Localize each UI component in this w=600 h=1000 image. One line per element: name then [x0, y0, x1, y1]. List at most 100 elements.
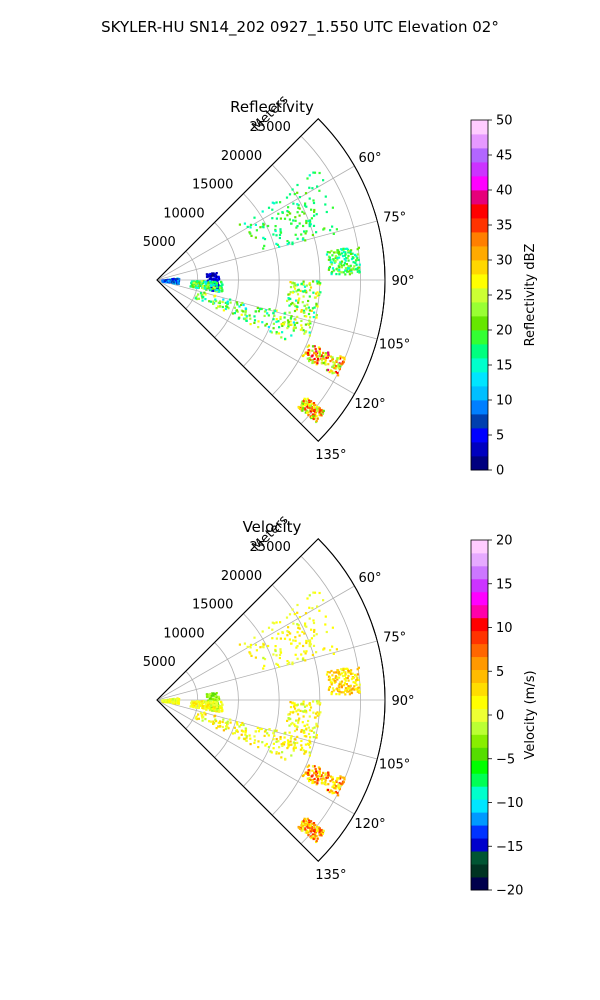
echo-gate: [296, 211, 299, 214]
echo-gate: [297, 288, 300, 291]
echo-gate: [272, 742, 275, 745]
echo-gate: [324, 773, 327, 776]
echo-gate: [324, 772, 328, 775]
echo-gate: [194, 284, 197, 287]
echo-gate: [215, 272, 218, 275]
echo-gate: [271, 201, 274, 204]
echo-gate: [332, 258, 335, 261]
echo-gate: [324, 359, 327, 362]
angle-tick-label: 135°: [315, 448, 346, 463]
echo-gate: [319, 702, 322, 705]
echo-gate: [305, 219, 308, 222]
echo-gate: [348, 687, 351, 690]
echo-gate: [289, 316, 293, 319]
echo-gate: [205, 281, 208, 284]
echo-gate: [214, 718, 217, 721]
echo-gate: [304, 289, 307, 292]
echo-gate: [266, 312, 269, 315]
echo-gate: [200, 280, 203, 283]
colorbar-segment: [471, 456, 488, 471]
echo-gate: [254, 643, 257, 646]
echo-gate: [212, 280, 215, 283]
echo-gate: [330, 681, 333, 684]
angle-tick-label: 135°: [315, 868, 346, 883]
echo-gate: [298, 297, 301, 300]
echo-gate: [316, 185, 319, 188]
echo-gate: [347, 254, 350, 257]
echo-gate: [294, 639, 297, 642]
echo-gate: [307, 831, 310, 834]
echo-gate: [335, 779, 338, 782]
echo-gate: [332, 251, 336, 254]
echo-gate: [357, 666, 360, 669]
echo-gate: [312, 224, 316, 227]
echo-gate: [278, 665, 281, 668]
echo-gate: [304, 232, 307, 235]
echo-gate: [316, 714, 319, 717]
echo-gate: [297, 206, 300, 209]
echo-gate: [309, 410, 312, 413]
echo-gate: [312, 417, 315, 421]
echo-gate: [206, 693, 209, 696]
colorbar-segment: [471, 246, 488, 261]
echo-gate: [224, 721, 227, 724]
colorbar-segment: [471, 120, 488, 135]
echo-gate: [292, 285, 296, 288]
echo-gate: [296, 321, 299, 324]
colorbar-tick-label: 10: [496, 394, 513, 409]
echo-gate: [309, 830, 312, 833]
echo-gate: [311, 349, 314, 352]
echo-gate: [327, 773, 330, 776]
echo-gate: [316, 352, 319, 355]
echo-sw-cell: [301, 344, 346, 377]
echo-gate: [309, 316, 312, 319]
range-tick-label: 5000: [143, 655, 176, 670]
echo-gate: [259, 646, 262, 649]
echo-gate: [286, 210, 289, 213]
echo-gate: [300, 233, 303, 236]
echo-gate: [286, 660, 289, 663]
echo-gate: [289, 701, 292, 704]
echo-gate: [320, 833, 323, 836]
echo-gate: [291, 281, 294, 284]
echo-gate: [305, 650, 308, 653]
echo-gate: [244, 731, 247, 734]
echo-gate: [216, 281, 219, 285]
echo-gate: [337, 253, 341, 256]
echo-gate: [216, 700, 219, 703]
echo-gate: [341, 776, 344, 779]
echo-gate: [214, 280, 217, 283]
echo-gate: [321, 411, 325, 414]
echo-gate: [193, 703, 197, 706]
echo-gate: [327, 353, 330, 356]
colorbar-tick-label: 10: [496, 621, 513, 636]
echo-gate: [199, 703, 202, 706]
echo-gate: [300, 739, 303, 742]
echo-gate: [272, 233, 275, 236]
echo-gate: [171, 278, 174, 281]
colorbar-segment: [471, 851, 488, 865]
echo-gate: [343, 682, 346, 685]
echo-gate: [302, 827, 305, 830]
echo-gate: [219, 720, 222, 723]
echo-gate: [332, 784, 335, 787]
echo-gate: [292, 327, 295, 330]
colorbar-segment: [471, 162, 488, 177]
echo-gate: [262, 223, 265, 226]
echo-gate: [316, 305, 319, 308]
colorbar-segment: [471, 773, 488, 787]
echo-gate: [209, 272, 212, 276]
echo-gate: [296, 293, 300, 296]
echo-gate: [356, 248, 359, 251]
echo-gate: [321, 412, 324, 415]
echo-gate: [222, 729, 225, 732]
echo-gate: [340, 262, 343, 265]
echo-gate: [287, 745, 290, 748]
echo-gate: [291, 301, 294, 305]
echo-gate: [342, 684, 346, 687]
echo-gate: [217, 721, 220, 724]
echo-gate: [308, 645, 311, 648]
echo-gate: [327, 688, 330, 691]
echo-gate: [212, 283, 215, 286]
echo-gate: [331, 790, 334, 793]
